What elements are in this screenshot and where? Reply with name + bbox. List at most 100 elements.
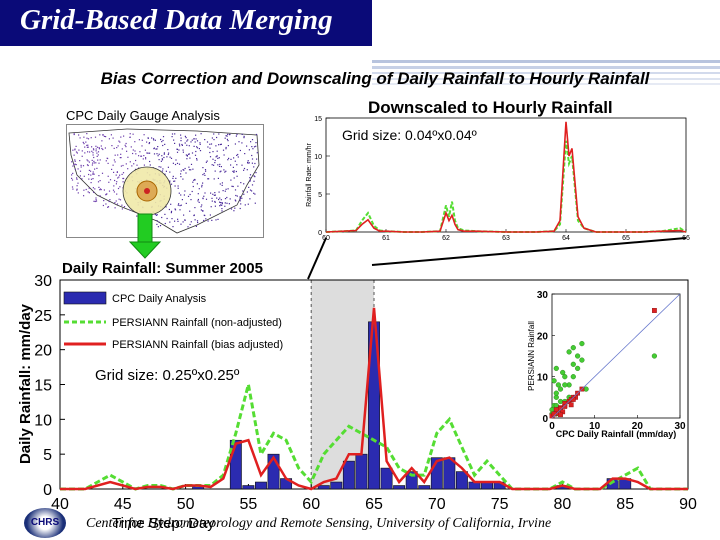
gauge-dot [119, 199, 122, 201]
gauge-dot [243, 135, 245, 137]
gauge-dot [237, 153, 239, 156]
scatter-persiann-point [574, 353, 581, 359]
gauge-dot [140, 155, 142, 157]
gauge-dot [202, 167, 204, 169]
gauge-dot [213, 133, 215, 135]
gauge-dot [175, 177, 177, 179]
gauge-dot [95, 199, 97, 201]
gauge-dot [247, 161, 249, 163]
gauge-dot [143, 134, 145, 136]
gauge-dot [86, 164, 89, 166]
gauge-dot [174, 209, 177, 211]
gauge-dot [187, 139, 189, 141]
gauge-dot [154, 213, 156, 216]
gauge-dot [211, 219, 213, 221]
y-tick-label: 15 [34, 378, 52, 395]
slide-title: Grid-Based Data Merging [20, 4, 333, 36]
gauge-dot [164, 173, 166, 175]
gauge-dot [77, 168, 79, 170]
gauge-dot [203, 219, 205, 222]
gauge-dot [251, 158, 254, 160]
footer-text: Center for Hydrometeorology and Remote S… [86, 516, 552, 531]
y-tick-label: 30 [34, 273, 52, 290]
gauge-dot [81, 150, 83, 152]
gauge-dot [205, 170, 207, 172]
cpc-bar [242, 485, 255, 490]
gauge-dot [108, 181, 110, 183]
hourly-x-tick-label: 61 [382, 235, 390, 242]
gauge-dot [147, 152, 149, 154]
gauge-dot [235, 194, 237, 197]
gauge-dot [218, 198, 220, 201]
gauge-dot [114, 154, 116, 156]
gauge-dot [119, 174, 121, 176]
gauge-dot [111, 145, 113, 147]
gauge-dot [225, 135, 227, 137]
gauge-dot [159, 225, 162, 227]
gauge-dot [97, 151, 100, 153]
gauge-dot [199, 142, 201, 144]
gauge-dot [193, 145, 195, 147]
gauge-dot [243, 167, 246, 170]
gauge-dot [152, 138, 155, 140]
scatter-persiann-point [549, 407, 555, 413]
gauge-dot [224, 202, 226, 204]
gauge-dot [156, 214, 158, 216]
scatter-persiann-point [553, 365, 559, 372]
gauge-dot [224, 190, 226, 192]
gauge-dot [117, 177, 119, 179]
legend-bias-label: PERSIANN Rainfall (bias adjusted) [112, 339, 283, 351]
gauge-dot [232, 185, 234, 188]
cpc-bar [342, 460, 355, 490]
gauge-dot [161, 141, 163, 143]
gauge-dot [73, 133, 75, 135]
gauge-dot [108, 190, 111, 192]
gauge-dot [192, 181, 194, 183]
gauge-dot [196, 147, 199, 149]
gauge-dot [80, 164, 82, 166]
gauge-dot [93, 160, 95, 162]
gauge-dot [72, 172, 74, 174]
scatter-persiann-point [574, 365, 581, 372]
chrs-logo: CHRS [24, 508, 66, 538]
gauge-dot [178, 203, 180, 205]
gauge-dot [125, 163, 127, 165]
gauge-dot [236, 154, 238, 156]
gauge-dot [195, 225, 197, 227]
gauge-dot [184, 167, 186, 170]
gauge-dot [101, 172, 104, 174]
gauge-dot [100, 189, 102, 191]
gauge-dot [183, 169, 185, 171]
gauge-dot [190, 221, 192, 223]
gauge-dot [98, 147, 100, 149]
gauge-dot [220, 199, 222, 201]
scatter-bias-point [558, 412, 563, 418]
gauge-dot [239, 149, 241, 152]
gauge-dot [255, 142, 257, 144]
gauge-dot [116, 193, 118, 195]
gauge-dot [243, 183, 245, 185]
gauge-dot [227, 140, 229, 142]
gauge-dot [255, 172, 257, 174]
gauge-dot [129, 133, 131, 135]
gauge-dot [179, 205, 181, 207]
gauge-dot [123, 177, 125, 180]
gauge-dot [194, 154, 197, 156]
gauge-dot [158, 221, 160, 223]
gauge-dot [92, 173, 94, 175]
gauge-dot [181, 144, 183, 146]
gauge-dot [168, 208, 170, 211]
gauge-dot [134, 150, 136, 152]
gauge-dot [215, 156, 217, 158]
main-grid-annotation: Grid size: 0.25ºx0.25º [95, 367, 240, 384]
gauge-dot [198, 148, 200, 150]
gauge-dot [117, 154, 119, 156]
gauge-dot [96, 167, 98, 169]
gauge-dot [214, 162, 216, 164]
gauge-dot [129, 136, 131, 138]
gauge-dot [235, 200, 237, 202]
gauge-dot [234, 143, 236, 145]
gauge-dot [126, 150, 128, 152]
gauge-dot [213, 178, 215, 180]
gauge-dot [122, 172, 125, 174]
